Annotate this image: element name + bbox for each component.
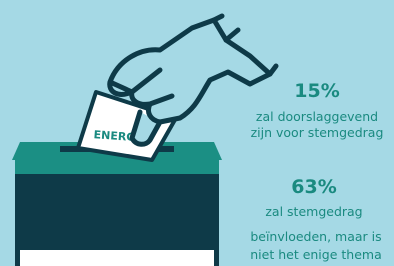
- stat-value: 15%: [294, 80, 339, 102]
- page: ENERGIE 15% zal doorslaggevend zijn voor…: [0, 0, 394, 266]
- box-label: [20, 250, 214, 266]
- stat-text: niet het enige thema: [250, 247, 381, 262]
- box-band: [15, 160, 219, 174]
- stat-value: 63%: [291, 176, 336, 198]
- stat-text: zijn voor stemgedrag: [251, 125, 384, 140]
- stat-text: zal stemgedrag: [265, 204, 362, 219]
- stat-text: beïnvloeden, maar is: [250, 229, 381, 244]
- infographic: ENERGIE 15% zal doorslaggevend zijn voor…: [0, 0, 394, 266]
- stat-text: zal doorslaggevend: [256, 109, 378, 124]
